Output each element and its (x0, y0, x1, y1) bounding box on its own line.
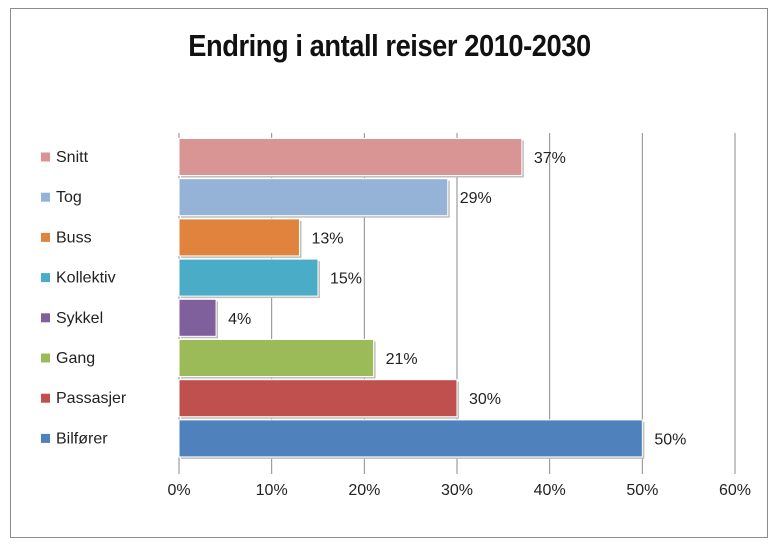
x-tick-label: 30% (441, 482, 473, 499)
data-label: 37% (534, 150, 566, 167)
legend-label: Kollektiv (56, 270, 116, 287)
bar-bilf-rer (178, 419, 643, 458)
data-label: 21% (386, 351, 418, 368)
legend-label: Bilfører (56, 430, 108, 447)
bar-kollektiv (178, 258, 319, 297)
x-tick-label: 10% (256, 482, 288, 499)
legend-label: Buss (56, 229, 92, 246)
data-label: 4% (228, 311, 251, 328)
x-tick-label: 40% (534, 482, 566, 499)
legend-label: Sykkel (56, 310, 103, 327)
x-tick-label: 60% (719, 482, 751, 499)
legend-swatch (41, 433, 50, 443)
legend-swatch (41, 393, 50, 403)
data-label: 29% (460, 190, 492, 207)
data-label: 13% (311, 230, 343, 247)
legend-swatch (41, 232, 50, 242)
chart-title: Endring i antall reiser 2010-2030 (188, 28, 591, 63)
legend-swatch (41, 152, 50, 162)
legend-swatch (41, 313, 50, 323)
x-tick-label: 0% (167, 482, 190, 499)
bar-snitt (178, 138, 523, 176)
legend-label: Gang (56, 350, 95, 367)
legend-label: Tog (56, 189, 82, 206)
bar-buss (178, 218, 300, 257)
legend-swatch (41, 192, 50, 202)
data-label: 50% (654, 431, 686, 448)
bar-gang (178, 339, 375, 377)
bar-passasjer (178, 379, 458, 418)
legend-label: Snitt (56, 149, 89, 166)
data-label: 15% (330, 271, 362, 288)
x-tick-label: 20% (348, 482, 380, 499)
bar-tog (178, 178, 449, 217)
bar-sykkel (178, 298, 217, 337)
legend-swatch (41, 273, 50, 283)
data-label: 30% (469, 391, 501, 408)
x-tick-label: 50% (626, 482, 658, 499)
legend-swatch (41, 353, 50, 363)
legend-label: Passasjer (56, 390, 127, 407)
